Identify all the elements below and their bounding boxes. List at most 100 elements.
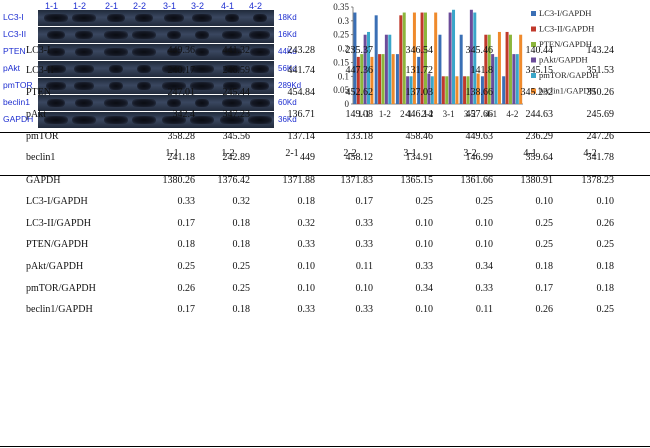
- table-cell: 149.08: [345, 109, 374, 120]
- blot-band: [45, 65, 67, 73]
- blot-band: [223, 65, 241, 73]
- blot-lane-label: 2-1: [105, 1, 119, 11]
- table-cell: 0.18: [535, 261, 554, 272]
- table-cell: 351.53: [586, 65, 615, 76]
- table-row-label: LC3-II/GAPDH: [26, 218, 91, 229]
- blot-lane-label: 4-2: [249, 1, 263, 11]
- blot-band: [135, 14, 153, 22]
- bar: [402, 12, 406, 105]
- table-cell: 345.56: [222, 131, 251, 142]
- bar: [455, 76, 459, 104]
- blot-band: [249, 48, 271, 56]
- table-cell: 0.25: [415, 196, 434, 207]
- blot-band: [104, 31, 128, 39]
- table-cell: 0.25: [475, 196, 494, 207]
- bar: [484, 34, 488, 104]
- x-tick-label: 4-1: [485, 109, 497, 119]
- table-cell: 1371.88: [282, 175, 316, 186]
- blot-band: [224, 14, 240, 22]
- bar: [452, 9, 456, 104]
- blot-band: [104, 48, 128, 56]
- blot-band: [47, 99, 65, 107]
- table-column-header: 3-2: [463, 148, 477, 159]
- table-cell: 447.36: [345, 65, 374, 76]
- table-cell: 146.99: [465, 152, 494, 163]
- table-cell: 0.26: [596, 218, 615, 229]
- blot-band: [194, 99, 210, 107]
- blot-band: [72, 14, 96, 22]
- blot-protein-label: beclin1: [3, 97, 30, 107]
- table-cell: 454.84: [287, 87, 316, 98]
- blot-band: [73, 65, 95, 73]
- table-cell: 0.33: [355, 239, 374, 250]
- table-cell: 1371.83: [340, 175, 374, 186]
- bar: [441, 76, 445, 104]
- bar: [519, 34, 523, 104]
- bar: [360, 54, 364, 104]
- table-cell: 0.33: [355, 304, 374, 315]
- table-column-header: 2-2: [343, 148, 357, 159]
- blot-band: [132, 116, 156, 124]
- blot-band: [44, 14, 68, 22]
- blot-lane-label: 3-1: [163, 1, 177, 11]
- table-cell: 0.33: [475, 283, 494, 294]
- bar: [463, 76, 467, 104]
- x-tick-label: 4-2: [506, 109, 518, 119]
- table-cell: 0.10: [415, 304, 434, 315]
- bar: [502, 76, 506, 104]
- bar: [417, 56, 421, 104]
- table-cell: 134.91: [405, 152, 434, 163]
- bar: [445, 76, 449, 104]
- table-cell: 244.63: [525, 109, 554, 120]
- table-cell: 446.14: [405, 109, 434, 120]
- x-tick-label: 3-1: [443, 109, 455, 119]
- table-header-rule: [0, 175, 650, 176]
- table-cell: 137.03: [405, 87, 434, 98]
- blot-band: [132, 48, 156, 56]
- bar: [412, 12, 416, 105]
- blot-band: [45, 82, 67, 90]
- table-row-label: pmTOR: [26, 131, 59, 142]
- blot-protein-label: pmTOR: [3, 80, 33, 90]
- legend-label: LC3-II/GAPDH: [539, 24, 594, 34]
- blot-band: [108, 82, 124, 90]
- blot-kd-label: 18Kd: [278, 13, 297, 22]
- table-top-rule: [0, 132, 650, 133]
- table-row-label: PTEN/GAPDH: [26, 239, 89, 250]
- table-cell: 141.8: [470, 65, 494, 76]
- blot-band: [221, 48, 243, 56]
- blot-band: [108, 65, 124, 73]
- table-cell: 0.17: [355, 196, 374, 207]
- table-cell: 0.17: [177, 218, 196, 229]
- blot-lane-label: 1-1: [45, 1, 59, 11]
- bar: [420, 12, 424, 105]
- table-cell: 1365.15: [400, 175, 434, 186]
- table-cell: 0.25: [596, 304, 615, 315]
- blot-gel-strip: [38, 78, 274, 94]
- legend-swatch: [531, 11, 536, 16]
- blot-band: [132, 99, 156, 107]
- bar: [480, 76, 484, 104]
- table-cell: 1361.66: [460, 175, 494, 186]
- bar: [391, 54, 395, 104]
- legend-label: pmTOR/GAPDH: [539, 70, 598, 80]
- table-cell: 347.23: [222, 109, 251, 120]
- blot-band: [47, 48, 65, 56]
- bar: [353, 12, 357, 105]
- bar: [370, 56, 374, 104]
- y-tick-label: 0.3: [338, 16, 350, 26]
- data-table: 1-1 1-2 2-1 2-2 3-1 3-2 4-1 4-2 LC3-I 449.36 441.3…: [0, 45, 650, 448]
- table-cell: 143.24: [586, 45, 615, 56]
- blot-band: [136, 82, 152, 90]
- blot-band: [136, 65, 152, 73]
- table-cell: 131.72: [405, 65, 434, 76]
- blot-band: [75, 48, 93, 56]
- blot-band: [73, 82, 95, 90]
- table-cell: 1380.26: [162, 175, 196, 186]
- bar: [438, 34, 442, 104]
- legend-label: pAkt/GAPDH: [539, 55, 588, 65]
- bar: [388, 34, 392, 104]
- table-cell: 449: [300, 152, 315, 163]
- blot-band: [44, 116, 68, 124]
- table-cell: 345.15: [525, 65, 554, 76]
